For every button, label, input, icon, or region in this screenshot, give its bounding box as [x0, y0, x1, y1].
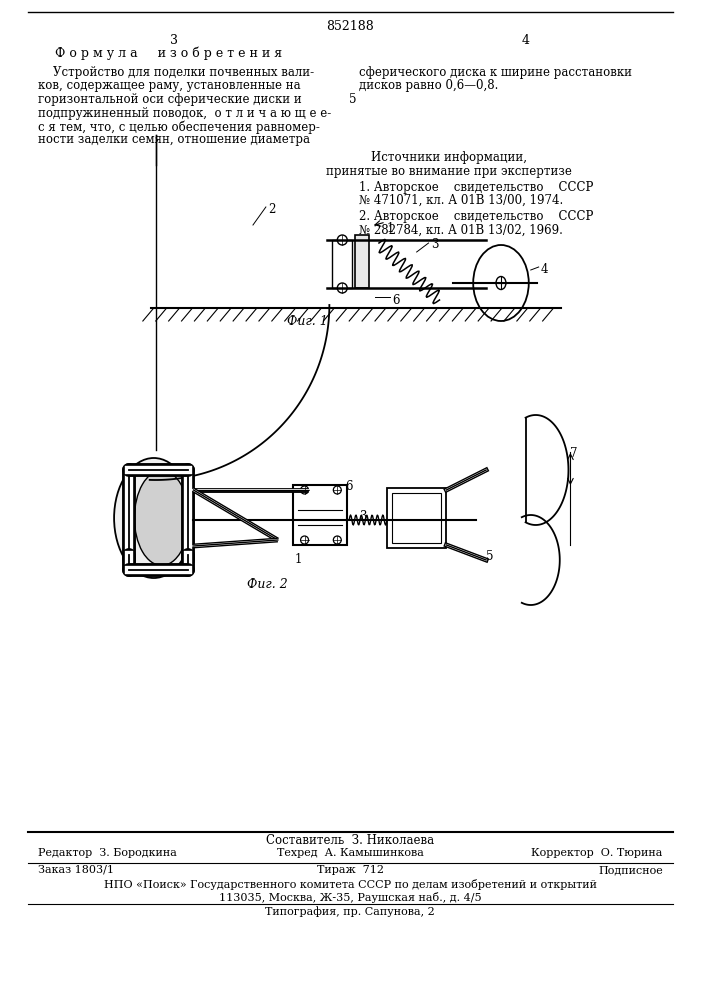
Text: Ф о р м у л а     и з о б р е т е н и я: Ф о р м у л а и з о б р е т е н и я [54, 47, 281, 60]
Text: 3: 3 [170, 34, 177, 47]
Text: с я тем, что, с целью обеспечения равномер-: с я тем, что, с целью обеспечения равном… [37, 120, 320, 133]
Text: 1: 1 [295, 553, 302, 566]
Text: Заказ 1803/1: Заказ 1803/1 [37, 865, 114, 875]
Text: Подписное: Подписное [598, 865, 662, 875]
Text: ков, содержащее раму, установленные на: ков, содержащее раму, установленные на [37, 80, 300, 93]
Text: 1: 1 [387, 222, 395, 235]
Text: 7: 7 [571, 447, 578, 460]
Text: Составитель  З. Николаева: Составитель З. Николаева [266, 834, 434, 847]
Text: горизонтальной оси сферические диски и: горизонтальной оси сферические диски и [37, 93, 301, 106]
Text: Техред  А. Камышинкова: Техред А. Камышинкова [276, 848, 423, 858]
Text: № 282784, кл. А 01В 13/02, 1969.: № 282784, кл. А 01В 13/02, 1969. [359, 224, 563, 237]
Text: принятые во внимание при экспертизе: принятые во внимание при экспертизе [327, 164, 573, 178]
Bar [293, 485, 347, 545]
Text: дисков равно 0,6—0,8.: дисков равно 0,6—0,8. [359, 80, 498, 93]
Text: 113035, Москва, Ж-35, Раушская наб., д. 4/5: 113035, Москва, Ж-35, Раушская наб., д. … [219, 892, 481, 903]
Circle shape [300, 486, 308, 494]
Text: 6: 6 [392, 294, 399, 307]
Circle shape [337, 283, 347, 293]
Ellipse shape [114, 458, 194, 578]
Text: Источники информации,: Источники информации, [371, 151, 527, 164]
Text: подпружиненный поводок,  о т л и ч а ю щ е е-: подпружиненный поводок, о т л и ч а ю щ … [37, 106, 331, 119]
Ellipse shape [134, 471, 189, 566]
Text: Корректор  О. Тюрина: Корректор О. Тюрина [531, 848, 662, 858]
Text: 4: 4 [541, 263, 548, 276]
Text: 2. Авторское    свидетельство    СССР: 2. Авторское свидетельство СССР [359, 210, 593, 223]
Text: сферического диска к ширине расстановки: сферического диска к ширине расстановки [359, 66, 632, 79]
Text: 4: 4 [522, 34, 530, 47]
Text: Типография, пр. Сапунова, 2: Типография, пр. Сапунова, 2 [265, 906, 435, 917]
Circle shape [333, 486, 341, 494]
Circle shape [337, 235, 347, 245]
Circle shape [333, 536, 341, 544]
Bar [355, 235, 369, 288]
Text: Фиг. 2: Фиг. 2 [247, 578, 288, 591]
Text: 5: 5 [349, 93, 357, 106]
Text: 2: 2 [268, 203, 275, 216]
Bar [332, 240, 352, 288]
Text: Устройство для поделки почвенных вали-: Устройство для поделки почвенных вали- [37, 66, 314, 79]
Bar [387, 488, 446, 548]
Text: 3: 3 [359, 510, 367, 523]
Text: 3: 3 [431, 238, 439, 251]
Text: Фиг. 1: Фиг. 1 [287, 315, 328, 328]
Text: 5: 5 [486, 550, 493, 563]
Text: 1. Авторское    свидетельство    СССР: 1. Авторское свидетельство СССР [359, 181, 593, 194]
Text: ности заделки семян, отношение диаметра: ности заделки семян, отношение диаметра [37, 133, 310, 146]
Text: НПО «Поиск» Государственного комитета СССР по делам изобретений и открытий: НПО «Поиск» Государственного комитета СС… [104, 879, 597, 890]
Circle shape [300, 536, 308, 544]
Bar [392, 493, 441, 543]
Text: Редактор  З. Бородкина: Редактор З. Бородкина [37, 848, 177, 858]
Text: Тираж  712: Тираж 712 [317, 865, 384, 875]
Text: 6: 6 [345, 480, 353, 493]
Text: № 471071, кл. А 01В 13/00, 1974.: № 471071, кл. А 01В 13/00, 1974. [359, 194, 563, 207]
Text: 852188: 852188 [327, 20, 374, 33]
